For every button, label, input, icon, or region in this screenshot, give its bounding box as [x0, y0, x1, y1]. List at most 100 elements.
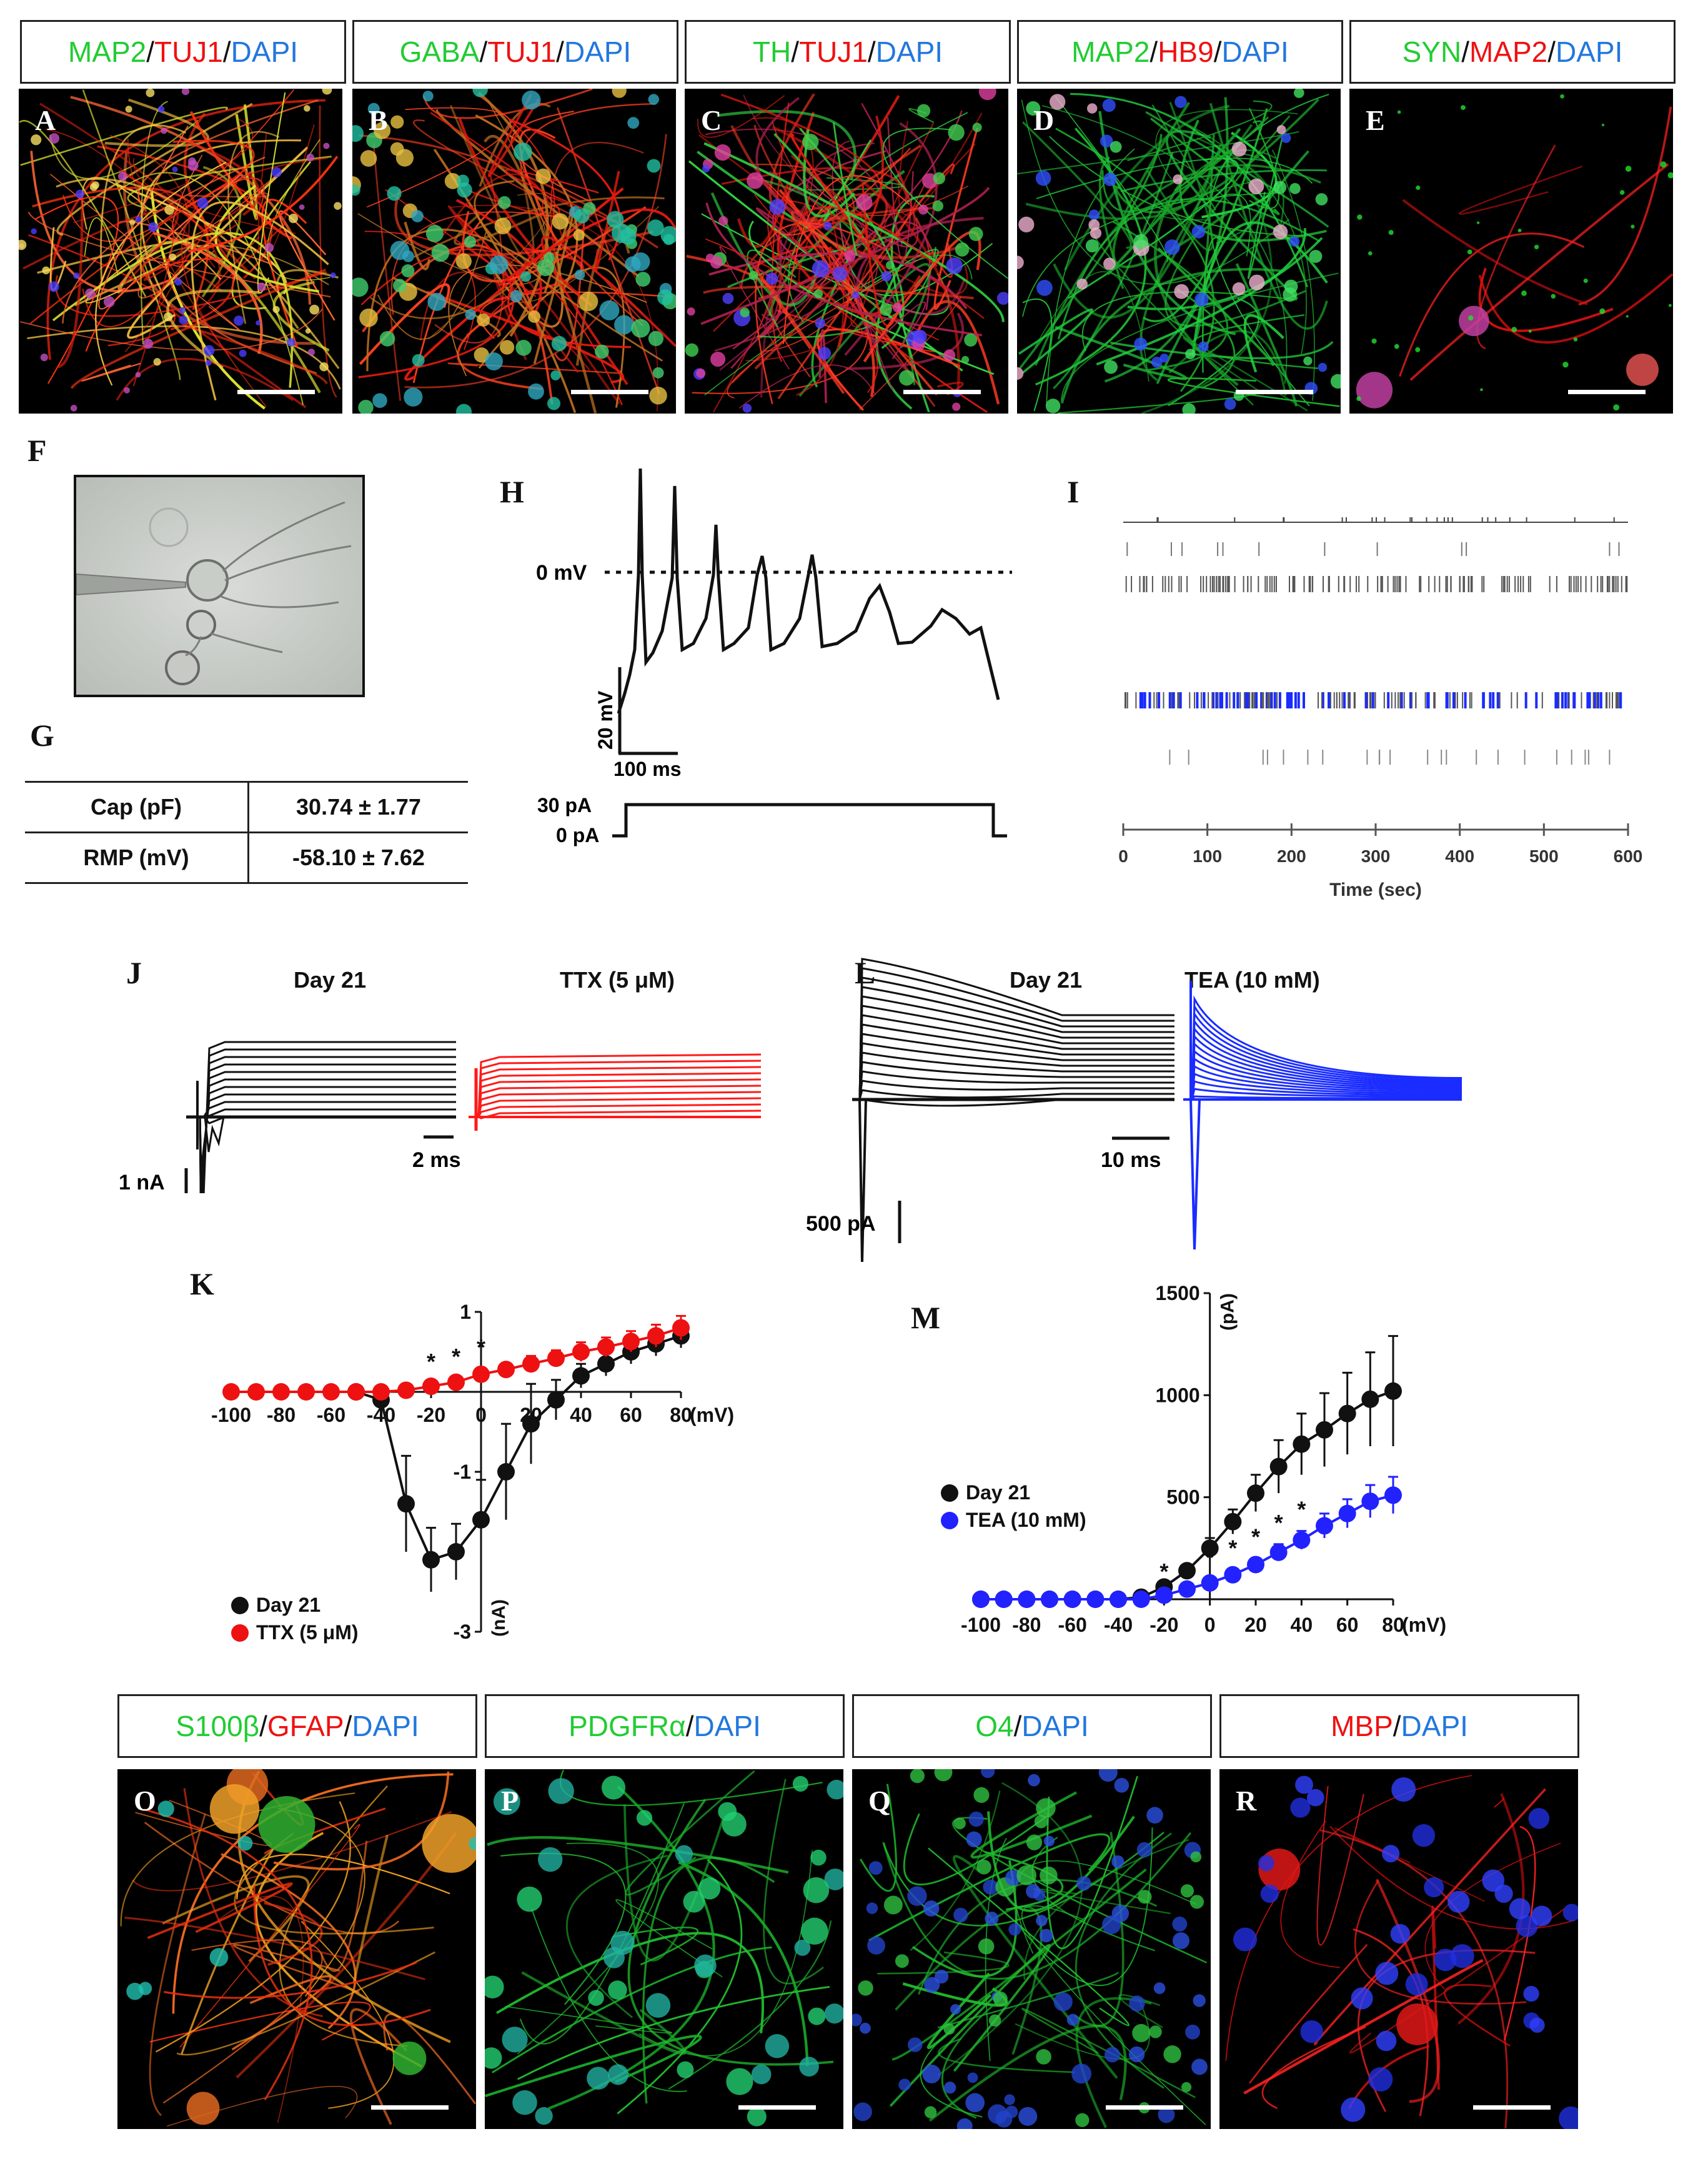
current-trace: [852, 986, 1174, 1101]
panel-L-title-day21: Day 21: [1010, 967, 1083, 993]
significance-asterisk: *: [427, 1349, 435, 1374]
na-inward-current: [204, 1116, 225, 1153]
data-point: [1201, 1574, 1219, 1592]
current-trace: [852, 1070, 1174, 1101]
y-tick-label: 1: [460, 1301, 471, 1323]
data-point: [1224, 1512, 1242, 1531]
panel-J-traces: 1 nA 2 ms: [119, 1041, 762, 1193]
data-point: [1338, 1404, 1356, 1422]
current-trace: [852, 1014, 1174, 1101]
stain-label-part: TH: [752, 36, 792, 68]
stain-label-part: MAP2: [67, 36, 147, 68]
data-point: [1293, 1435, 1311, 1453]
stain-label-box-e: SYN / MAP2/DAPI: [1349, 20, 1676, 84]
spike-raster-rows: [1123, 517, 1628, 765]
table-row: Cap (pF) 30.74 ± 1.77: [25, 781, 468, 833]
data-point: [1132, 1591, 1150, 1608]
data-point: [497, 1361, 515, 1379]
current-trace: [852, 1080, 1174, 1101]
x-axis-label: (mV): [1402, 1614, 1446, 1636]
raster-x-ticks: 0 100 200 300 400 500 600: [1118, 823, 1642, 866]
significance-asterisk: *: [1297, 1497, 1306, 1522]
stain-label-box-a: MAP2/TUJ1/DAPI: [20, 20, 346, 84]
na-iv-plot: -100 -80 -60 -40 -20 0 20 40 60 80(mV)1-1-3 (nA)Da…: [211, 1301, 734, 1644]
data-point: [397, 1495, 415, 1513]
stain-label-part: /: [867, 36, 876, 68]
legend-marker: [231, 1624, 249, 1642]
raster-tick-label: 0: [1118, 846, 1128, 866]
micrograph-panel-e: E: [1349, 89, 1673, 414]
data-point: [547, 1349, 565, 1367]
data-point: [1155, 1586, 1173, 1604]
current-trace: [1187, 1088, 1462, 1101]
significance-asterisk: *: [1159, 1559, 1168, 1584]
data-point: [1110, 1591, 1127, 1608]
k-current-traces-tea: [1183, 981, 1462, 1250]
data-point: [472, 1365, 490, 1383]
data-point: [547, 1391, 565, 1409]
panel-letter-K: K: [190, 1266, 214, 1301]
k-iv-plot: -100 -80 -60 -40 -20 0 20 40 60 80(mV) 1500 1000 500…: [941, 1282, 1446, 1636]
stain-label-part: MAP2: [1469, 36, 1548, 68]
current-trace: [1187, 1026, 1462, 1101]
current-trace: [1187, 1049, 1462, 1101]
significance-asterisk: *: [1274, 1510, 1283, 1536]
x-tick-label: 80: [670, 1404, 692, 1426]
data-point: [1293, 1531, 1311, 1549]
scale-bar: [571, 390, 648, 394]
x-tick-label: 0: [1204, 1614, 1216, 1636]
stain-label-box-o: S100β / GFAP / DAPI: [117, 1694, 477, 1758]
micrograph-drawing: [685, 89, 1008, 413]
scale-bar: [1568, 390, 1646, 394]
current-trace: [195, 1056, 456, 1193]
data-point: [397, 1381, 415, 1399]
scale-label-2ms: 2 ms: [412, 1148, 461, 1172]
raster-tick-label: 200: [1277, 846, 1306, 866]
current-trace: [195, 1071, 456, 1193]
data-point: [572, 1367, 590, 1385]
panel-letter-C: C: [701, 104, 722, 136]
panel-H-trace: 0 mV 20 mV 100 ms 30 pA 0 pA: [536, 468, 1012, 846]
scale-bar: [1473, 2105, 1551, 2110]
stain-label-part: /: [685, 1710, 694, 1742]
scale-bar: [371, 2105, 449, 2110]
data-point: [447, 1373, 465, 1391]
stain-label-box-p: PDGFRα / DAPI: [485, 1694, 845, 1758]
raster-tick-label: 300: [1361, 846, 1391, 866]
stain-label-part: /: [1213, 36, 1222, 68]
data-point: [522, 1355, 540, 1373]
stain-label-part: DAPI: [875, 36, 943, 68]
current-trace: [852, 1033, 1174, 1101]
patch-photo-drawing: [76, 477, 362, 695]
stain-label-part: /: [791, 36, 800, 68]
legend-label: TTX (5 μM): [256, 1621, 359, 1644]
micrograph-panel-o: O: [117, 1769, 476, 2129]
stain-label-part: /: [556, 36, 564, 68]
current-trace: [852, 1042, 1174, 1101]
stain-label-part: MBP: [1331, 1710, 1393, 1742]
stain-label-box-q: O4/DAPI: [852, 1694, 1212, 1758]
current-trace: [1187, 1065, 1462, 1101]
x-tick-label: -80: [1012, 1614, 1041, 1636]
data-point: [1269, 1457, 1288, 1476]
panel-letter-P: P: [501, 1785, 519, 1817]
raster-x-label: Time (sec): [1329, 880, 1422, 900]
current-trace: [852, 1051, 1174, 1101]
data-point: [347, 1383, 365, 1401]
stain-label-box-c: TH / TUJ1/DAPI: [685, 20, 1011, 84]
scale-label-100ms: 100 ms: [613, 758, 682, 780]
scale-label-10ms: 10 ms: [1101, 1148, 1161, 1172]
data-point: [1224, 1566, 1242, 1584]
scale-bar: [237, 390, 315, 394]
x-tick-label: -20: [417, 1404, 445, 1426]
panel-L-title-tea: TEA (10 mM): [1184, 967, 1320, 993]
panel-L-traces: 10 ms 500 pA: [806, 958, 1462, 1263]
data-point: [1316, 1517, 1333, 1535]
stain-label-part: /: [1547, 36, 1556, 68]
stain-label-part: GABA: [399, 36, 480, 68]
table-cell-rmp-value: -58.10 ± 7.62: [248, 831, 468, 884]
micrograph-drawing: [1356, 94, 1673, 411]
current-trace: [1187, 1018, 1462, 1101]
x-tick-label: 80: [1382, 1614, 1404, 1636]
y-axis-label: (pA): [1218, 1293, 1238, 1331]
